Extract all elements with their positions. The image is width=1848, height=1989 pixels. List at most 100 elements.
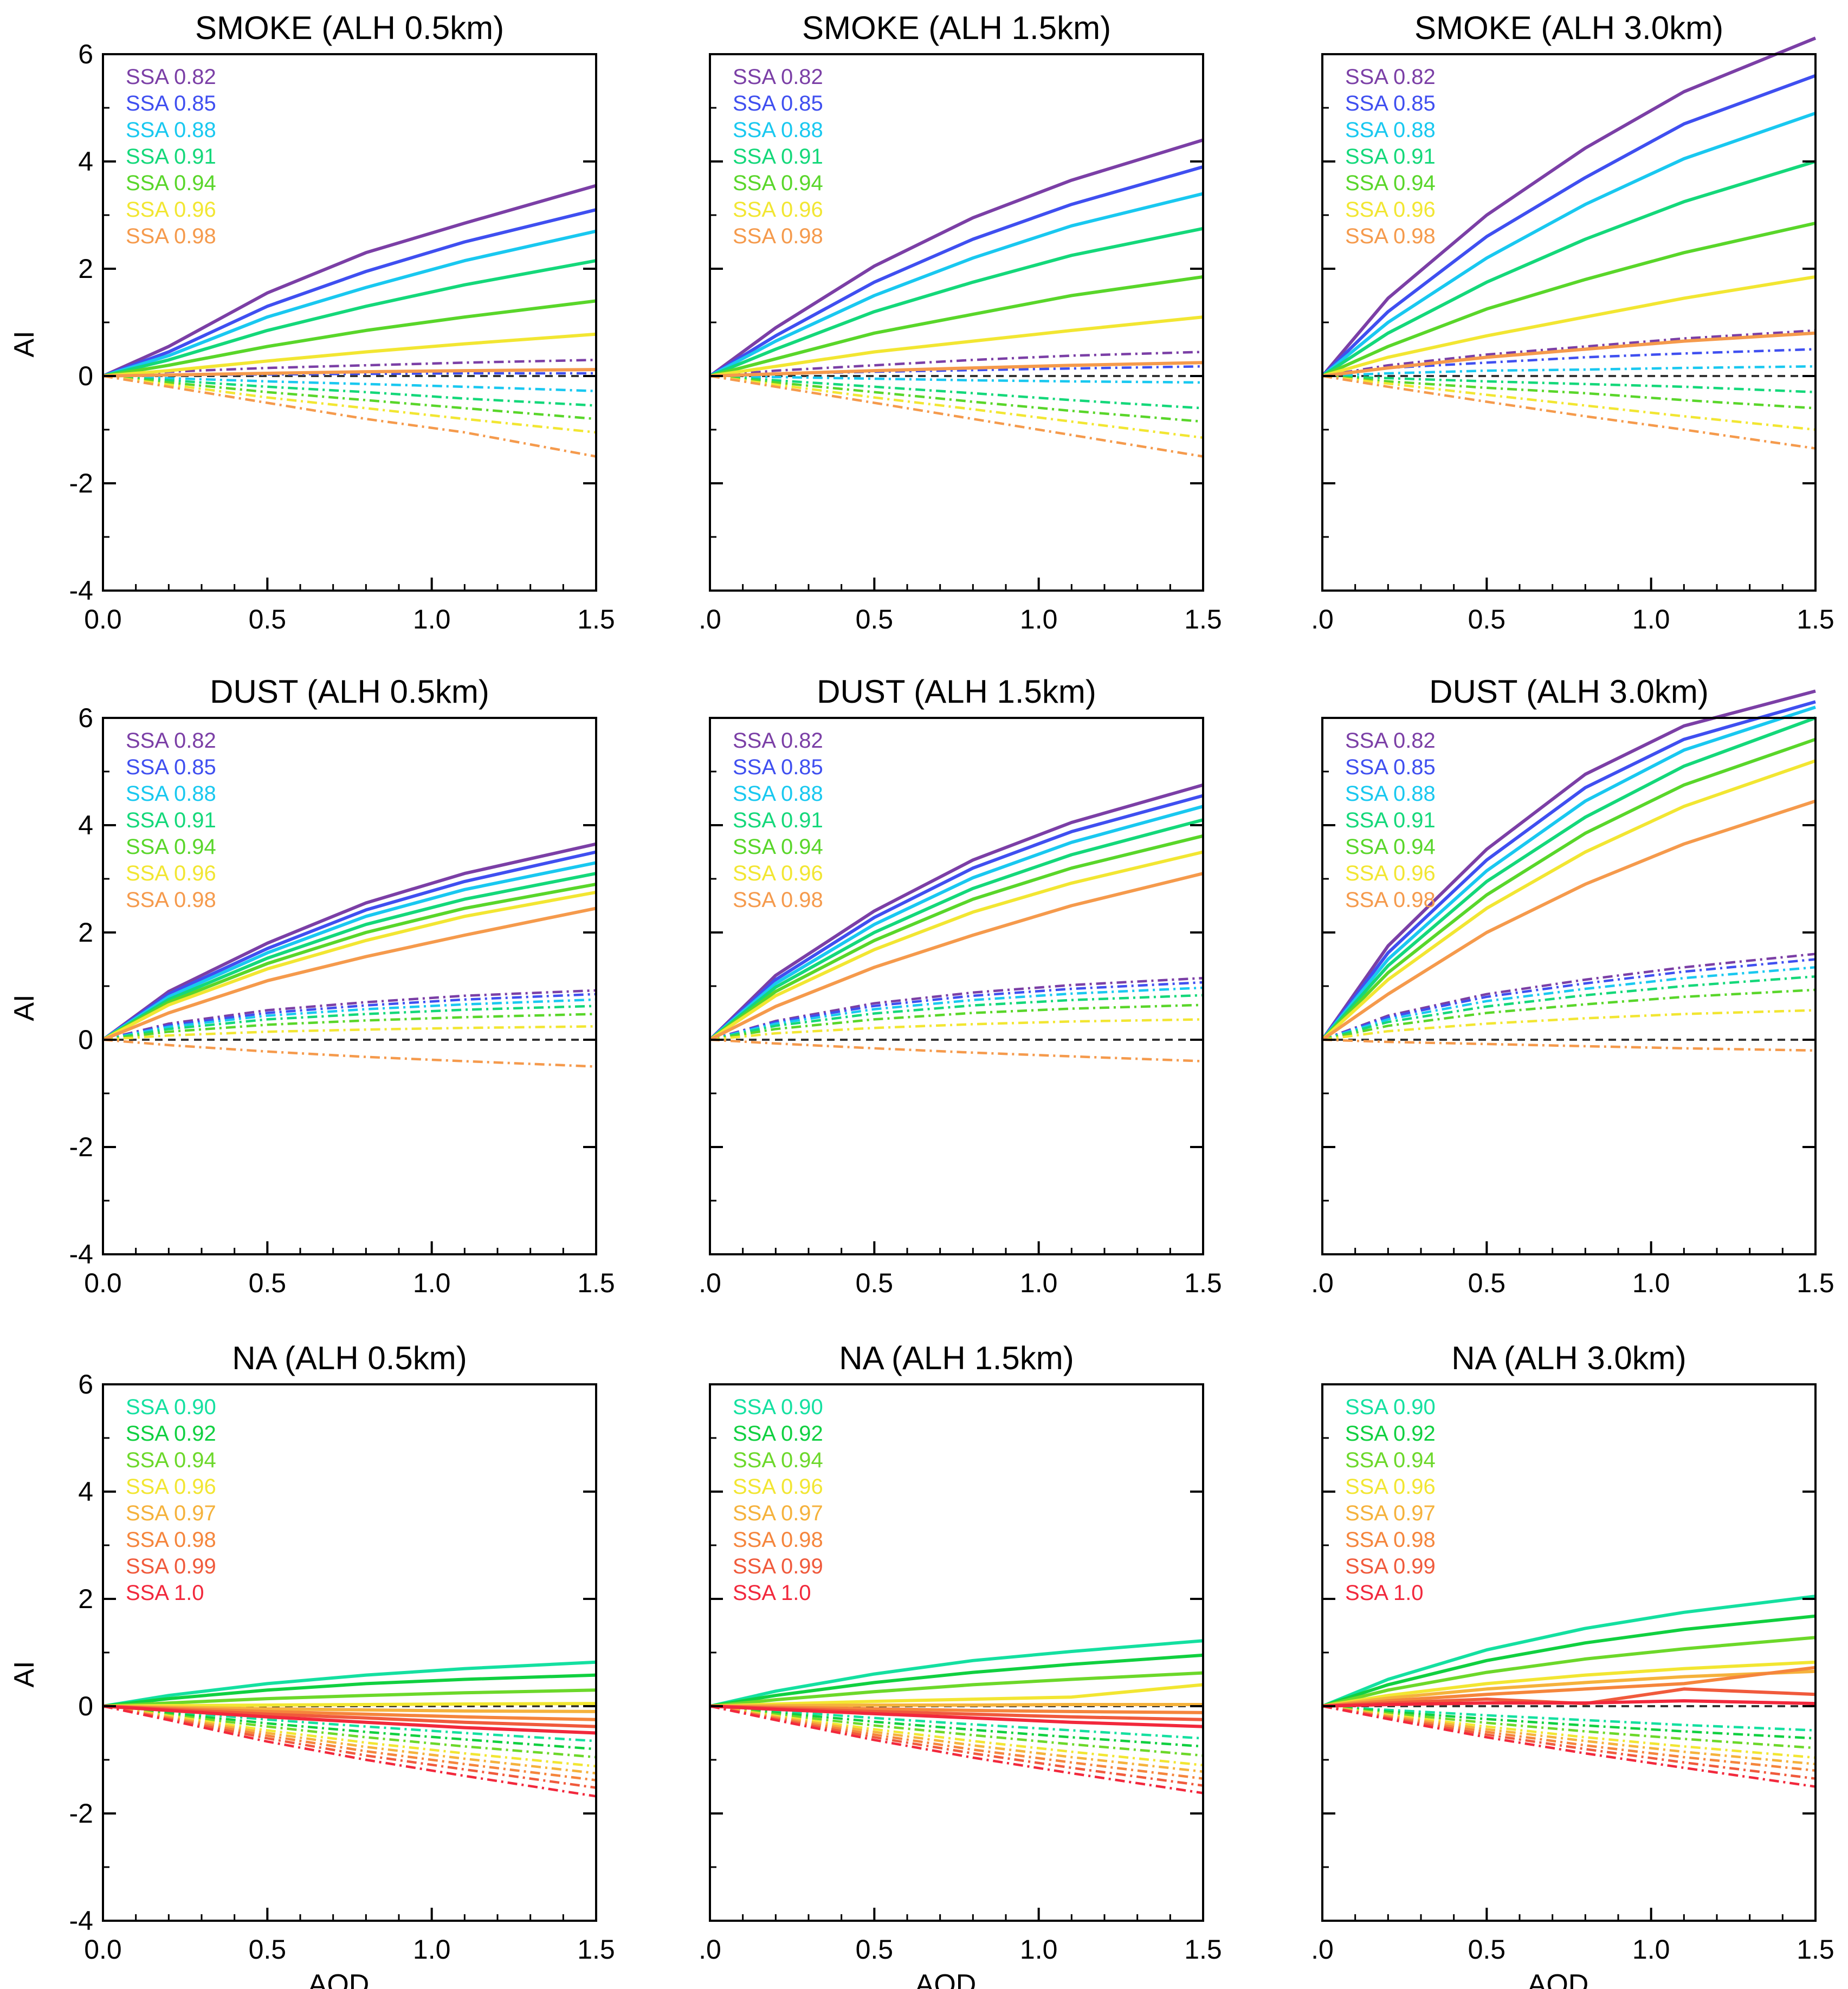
series-solid-ssa-0-92 [102,1673,597,1708]
x-tick-label: 1.5 [1184,1268,1222,1298]
series-dashdot-ssa-0-92 [1322,1705,1816,1740]
legend-entry-ssa-0-91: SSA 0.91 [733,145,823,169]
panel-na-alh-1-5km: NA (ALH 1.5km) .0 0.5 1.0 1.5 AOD SSA 0.90 SSA … [699,1340,1222,1989]
x-tick-label: 1.0 [1632,1268,1670,1298]
legend-entry-ssa-0-82: SSA 0.82 [126,65,216,89]
x-tick-label: .0 [1311,1934,1334,1965]
series-solid-ssa-0-98 [1322,1666,1816,1708]
series-solid-ssa-0-94 [1321,737,1816,1041]
series-dashdot-ssa-0-98 [1322,374,1816,450]
panel-na-alh-0-5km: NA (ALH 0.5km) 0.0 0.5 1.0 1.5 -4 -2 0 2 4 6 AI AOD S… [9,1340,615,1989]
legend-entry-ssa-0-82: SSA 0.82 [1345,65,1436,89]
series-dashdot-ssa-0-94 [709,374,1204,423]
legend-entry-ssa-0-88: SSA 0.88 [126,782,216,806]
series-dashdot-ssa-1-0 [1322,1705,1816,1788]
legend-entry-ssa-0-91: SSA 0.91 [1345,145,1436,169]
legend-entry-ssa-0-94: SSA 0.94 [126,1448,216,1472]
series-dashdot-ssa-0-98 [709,374,1204,458]
series-dashdot-ssa-0-94 [102,1013,597,1041]
series-solid-ssa-0-96 [102,332,597,378]
series-dashdot-ssa-1-0 [102,1705,597,1798]
x-tick-label: 1.0 [1020,604,1058,634]
series-solid-ssa-0-85 [102,850,597,1041]
x-tick-label: 1.0 [413,604,451,634]
legend-entry-ssa-0-92: SSA 0.92 [126,1422,216,1446]
series-solid-ssa-0-96 [709,850,1204,1041]
panel-smoke-alh-0-5km: SMOKE (ALH 0.5km) 0.0 0.5 1.0 1.5 -4 -2 0 2 4 6 AI S… [9,10,615,634]
series-solid-ssa-0-94 [102,882,597,1041]
x-tick-label: 0.5 [1468,1934,1506,1965]
series-dashdot-ssa-0-88 [1322,365,1816,378]
series-solid-ssa-0-82 [1321,36,1817,377]
legend-entry-ssa-0-90: SSA 0.90 [126,1395,216,1419]
series-solid-ssa-0-98 [709,872,1204,1041]
legend-entry-ssa-0-85: SSA 0.85 [126,755,216,779]
legend-entry-ssa-0-99: SSA 0.99 [733,1554,823,1578]
series-dashdot-ssa-0-98 [102,1038,597,1068]
legend-entry-ssa-0-97: SSA 0.97 [1345,1501,1436,1525]
x-tick-label: .0 [699,1268,721,1298]
series-solid-ssa-0-88 [102,229,597,378]
series-dashdot-ssa-0-91 [1322,374,1816,393]
legend-entry-ssa-0-85: SSA 0.85 [1345,92,1436,115]
series-dashdot-ssa-0-96 [102,374,597,434]
legend-entry-ssa-0-94: SSA 0.94 [733,835,823,859]
series-solid-ssa-0-96 [102,890,597,1041]
legend-entry-ssa-0-98: SSA 0.98 [733,224,823,248]
panel-title: SMOKE (ALH 1.5km) [802,10,1111,46]
panel-title: DUST (ALH 3.0km) [1429,673,1709,710]
panel-smoke-alh-1-5km: SMOKE (ALH 1.5km) .0 0.5 1.0 1.5 SSA 0.82 SSA … [699,10,1222,634]
panel-title: DUST (ALH 0.5km) [210,673,489,710]
legend-entry-ssa-0-88: SSA 0.88 [733,118,823,142]
series-dashdot-ssa-0-94 [102,374,597,420]
series-dashdot-ssa-0-88 [102,374,597,392]
series-dashdot-ssa-0-85 [709,981,1204,1041]
y-tick-label: 4 [78,1476,93,1507]
x-axis-label: AOD [308,1969,370,1989]
series-dashdot-ssa-0-96 [1322,1009,1816,1041]
legend-entry-ssa-0-88: SSA 0.88 [1345,118,1436,142]
series-solid-ssa-0-98 [709,361,1204,378]
series-solid-ssa-0-88 [102,861,597,1041]
series-dashdot-ssa-0-98 [709,1038,1204,1062]
legend-entry-ssa-1-0: SSA 1.0 [126,1581,204,1605]
series-solid-ssa-0-94 [102,299,597,378]
legend-entry-ssa-0-99: SSA 0.99 [126,1554,216,1578]
legend-entry-ssa-0-96: SSA 0.96 [733,861,823,885]
series-dashdot-ssa-0-96 [102,1025,597,1041]
series-dashdot-ssa-0-91 [709,374,1204,410]
series-solid-ssa-0-91 [102,259,597,378]
series-dashdot-ssa-0-85 [102,993,597,1041]
x-tick-label: 1.0 [413,1934,451,1965]
series-solid-ssa-0-94 [709,834,1204,1041]
series-solid-ssa-0-94 [102,1688,597,1708]
panel-title: NA (ALH 0.5km) [232,1340,467,1376]
x-tick-label: 1.0 [1020,1268,1058,1298]
series-dashdot-ssa-0-98 [1322,1038,1816,1052]
legend-entry-ssa-0-85: SSA 0.85 [1345,755,1436,779]
legend-entry-ssa-0-92: SSA 0.92 [1345,1422,1436,1446]
series-solid-ssa-0-90 [1321,1595,1816,1708]
series-solid-ssa-1-0 [102,1705,597,1735]
series-dashdot-ssa-0-91 [709,994,1204,1041]
legend-entry-ssa-0-98: SSA 0.98 [126,888,216,912]
x-tick-label: 1.5 [577,604,615,634]
series-dashdot-ssa-0-91 [102,1005,597,1041]
legend-entry-ssa-0-98: SSA 0.98 [126,224,216,248]
series-solid-ssa-0-91 [709,818,1204,1041]
legend-entry-ssa-0-91: SSA 0.91 [1345,808,1436,832]
x-tick-label: .0 [699,604,721,634]
x-tick-label: 0.5 [856,604,894,634]
y-tick-label: 2 [78,1584,93,1614]
x-tick-label: 1.5 [1797,604,1834,634]
panel-title: NA (ALH 1.5km) [839,1340,1074,1376]
legend-entry-ssa-0-98: SSA 0.98 [1345,888,1436,912]
series-solid-ssa-0-90 [709,1639,1204,1708]
series-dashdot-ssa-0-96 [709,374,1204,439]
legend-entry-ssa-0-97: SSA 0.97 [126,1501,216,1525]
series-solid-ssa-0-82 [1321,689,1816,1041]
legend-entry-ssa-0-88: SSA 0.88 [126,118,216,142]
y-tick-label: -4 [69,1239,93,1269]
series-solid-ssa-0-88 [709,192,1204,378]
y-tick-label: 0 [78,361,93,391]
